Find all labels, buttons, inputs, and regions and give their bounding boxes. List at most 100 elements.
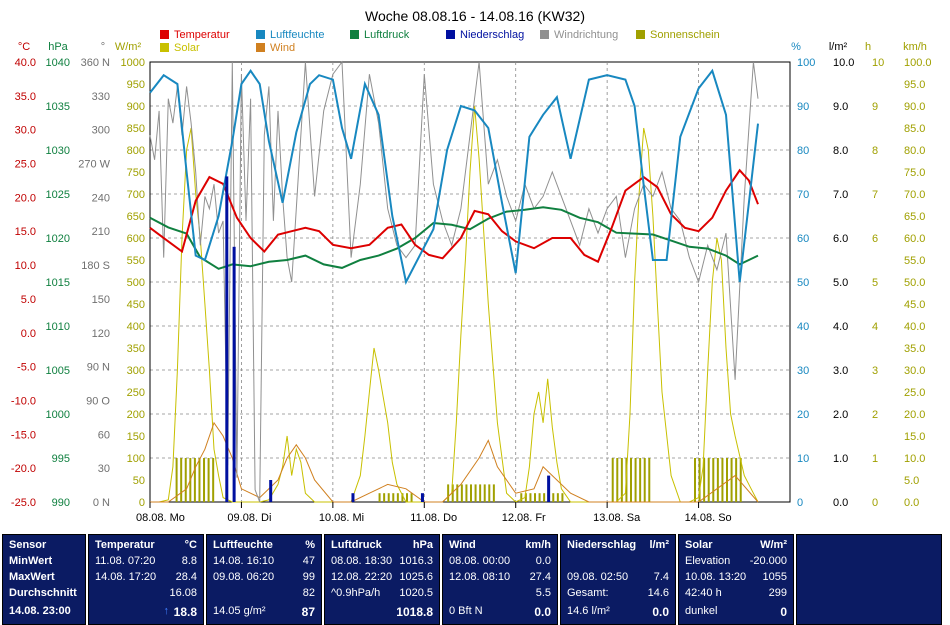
sunshine-bar	[396, 493, 399, 502]
tick-sun: 6	[872, 233, 878, 245]
tick-press: 1005	[46, 365, 70, 377]
sunshine-bar	[465, 484, 468, 502]
stats-value-rain: 14.6	[647, 587, 669, 599]
sunshine-bar	[456, 484, 459, 502]
tick-press: 1010	[46, 321, 70, 333]
series-solar	[150, 105, 759, 503]
tick-sun: 2	[872, 409, 878, 421]
tick-wind: 25.0	[904, 387, 925, 399]
tick-press: 1020	[46, 233, 70, 245]
stats-date-wind: 0 Bft N	[449, 605, 483, 617]
tick-sun: 1	[872, 453, 878, 465]
tick-solar: 850	[127, 123, 145, 135]
sunshine-bar	[735, 458, 738, 502]
stats-value-press: 1018.8	[396, 605, 433, 619]
trend-arrow-icon: ↑	[163, 605, 170, 617]
x-axis-labels: 08.08. Mo 09.08. Di 10.08. Mi 11.08. Do 12.0…	[136, 502, 732, 524]
sunshine-bar	[616, 458, 619, 502]
sunshine-bar	[387, 493, 390, 502]
stats-unit-hum: %	[305, 539, 315, 551]
stats-block-empty	[796, 534, 942, 625]
stats-block-wind: Wind km/h 08.08. 00:00 0.0 12.08. 08:10 27.4 5…	[442, 534, 558, 625]
tick-press: 1040	[46, 57, 70, 69]
stats-date-temp: 14.08. 17:20	[95, 571, 157, 583]
tick-sun: 7	[872, 189, 878, 201]
tick-rain: 1.0	[833, 453, 848, 465]
sunshine-bar	[520, 493, 523, 502]
sunshine-bar	[698, 458, 701, 502]
tick-sun: 8	[872, 145, 878, 157]
stats-date-solar: Elevation	[685, 555, 731, 567]
legend-swatch-8	[256, 43, 265, 52]
x-tick-label: 14.08. So	[685, 512, 732, 524]
chart-grid	[149, 61, 791, 503]
legend-label-5: Windrichtung	[554, 29, 618, 41]
sunshine-bar	[561, 493, 564, 502]
tick-wind: 50.0	[904, 277, 925, 289]
stats-date-wind: 08.08. 00:00	[449, 555, 511, 567]
stats-date-press: ^0.9hPa/h	[331, 587, 381, 599]
sensor-row-label: Durchschnitt	[9, 587, 77, 599]
tick-wind: 5.0	[904, 475, 919, 487]
stats-header-rain: Niederschlag	[567, 539, 637, 551]
stats-value-press: 1020.5	[399, 587, 433, 599]
tick-dir: 60	[98, 429, 110, 441]
sunshine-bar	[703, 458, 706, 502]
sensor-row-label: MinWert	[9, 555, 53, 567]
series-luftfeuchte	[149, 68, 759, 285]
stats-value-temp: 28.4	[175, 571, 197, 583]
stats-value-wind: 0.0	[535, 555, 551, 567]
tick-solar: 0	[139, 497, 145, 509]
stats-header-press: Luftdruck	[331, 539, 382, 551]
rain-bar	[547, 475, 551, 502]
sunshine-bar	[534, 493, 536, 502]
tick-solar: 50	[133, 475, 145, 487]
tick-wind: 35.0	[904, 343, 925, 355]
sunshine-bar	[538, 493, 541, 502]
legend-swatch-1	[160, 30, 169, 39]
tick-temp: 25.0	[15, 159, 36, 171]
sunshine-bar	[524, 493, 527, 502]
tick-wind: 90.0	[904, 101, 925, 113]
rain-bar	[269, 480, 273, 502]
sunshine-bar	[460, 484, 463, 502]
stats-value-solar: 299	[768, 587, 787, 599]
tick-solar: 450	[127, 299, 145, 311]
tick-press: 995	[52, 453, 70, 465]
stats-value-solar: 0	[780, 605, 787, 619]
x-tick-label: 12.08. Fr	[502, 512, 546, 524]
sunshine-bar	[492, 484, 495, 502]
tick-hum: 70	[797, 189, 809, 201]
sunshine-bar	[406, 493, 408, 502]
tick-dir: 30	[98, 463, 110, 475]
tick-dir: 270 W	[78, 159, 110, 171]
tick-sun: 0	[872, 497, 878, 509]
tick-temp: 0.0	[21, 328, 36, 340]
tick-rain: 8.0	[833, 145, 848, 157]
tick-press: 1025	[46, 189, 70, 201]
chart-axes: 40.035.030.025.020.015.010.05.00.0-5.0-1…	[11, 57, 932, 509]
sunshine-bar	[470, 484, 472, 502]
stats-date-wind: 12.08. 08:10	[449, 571, 511, 583]
series-windrichtung	[149, 60, 759, 503]
stats-date-solar: 10.08. 13:20	[685, 571, 747, 583]
tick-hum: 30	[797, 365, 809, 377]
tick-temp: 10.0	[15, 260, 36, 272]
sunshine-bar	[410, 493, 413, 502]
tick-sun: 9	[872, 101, 878, 113]
axis-unit-press: hPa	[48, 41, 68, 53]
tick-rain: 7.0	[833, 189, 848, 201]
tick-wind: 70.0	[904, 189, 925, 201]
stats-date-temp: 11.08. 07:20	[95, 555, 156, 567]
tick-solar: 750	[127, 167, 145, 179]
sunshine-bar	[529, 493, 532, 502]
tick-wind: 10.0	[904, 453, 925, 465]
stats-unit-rain: l/m²	[649, 539, 669, 551]
series-luftdruck	[149, 206, 759, 270]
axis-unit-sun: h	[865, 41, 871, 53]
tick-hum: 50	[797, 277, 809, 289]
tick-solar: 250	[127, 387, 145, 399]
sunshine-bar	[474, 484, 477, 502]
legend-swatch-5	[540, 30, 549, 39]
sunshine-bar	[378, 493, 381, 502]
